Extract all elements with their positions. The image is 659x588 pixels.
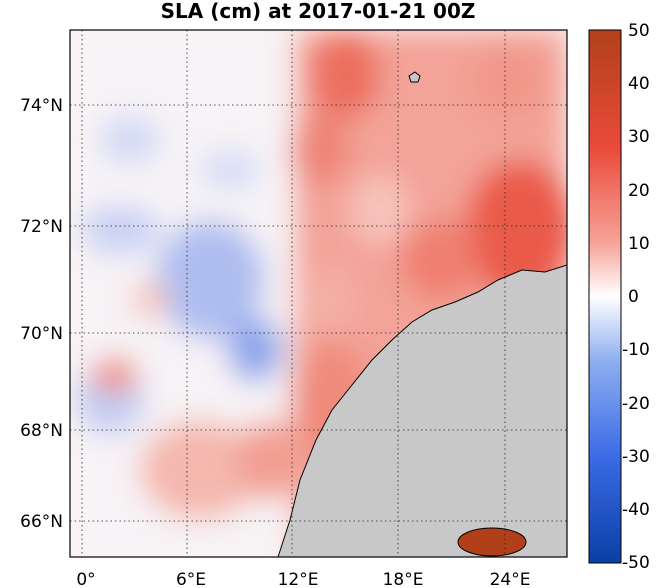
colorbar-tick-label: 10	[628, 234, 650, 254]
lat-tick-label: 68°N	[20, 421, 63, 441]
lon-tick-label: 0°	[76, 570, 95, 588]
lat-ticks: 74°N 72°N 70°N 68°N 66°N	[20, 96, 63, 532]
island-bear	[408, 71, 421, 83]
lat-tick-label: 70°N	[20, 324, 63, 344]
lat-tick-label: 74°N	[20, 96, 63, 116]
colorbar-ticks: 50 40 30 20 10 0 -10 -20 -30 -40 -50	[622, 21, 650, 573]
map-area	[70, 30, 567, 557]
colorbar-tick-label: -20	[622, 394, 650, 414]
lat-tick-label: 66°N	[20, 512, 63, 532]
colorbar-tick-label: 20	[628, 181, 650, 201]
lon-tick-label: 12°E	[278, 570, 319, 588]
map-title: SLA (cm) at 2017-01-21 00Z	[161, 0, 476, 23]
colorbar-tick-label: 30	[628, 127, 650, 147]
colorbar-tick-label: -50	[622, 553, 650, 573]
colorbar-tick-label: -30	[622, 447, 650, 467]
lon-tick-label: 24°E	[490, 570, 531, 588]
lon-ticks: 0° 6°E 12°E 18°E 24°E	[76, 570, 530, 588]
lake-anomaly	[457, 527, 527, 557]
colorbar-tick-label: 40	[628, 74, 650, 94]
map-frame	[69, 29, 568, 558]
colorbar-tick-label: 50	[628, 21, 650, 41]
colorbar	[588, 29, 622, 564]
land-norway	[277, 264, 567, 557]
colorbar-tick-label: 0	[628, 287, 639, 307]
colorbar-tick-label: -10	[622, 340, 650, 360]
lon-tick-label: 18°E	[383, 570, 424, 588]
colorbar-tick-label: -40	[622, 500, 650, 520]
lat-tick-label: 72°N	[20, 217, 63, 237]
graticule	[70, 30, 567, 557]
lon-tick-label: 6°E	[176, 570, 206, 588]
